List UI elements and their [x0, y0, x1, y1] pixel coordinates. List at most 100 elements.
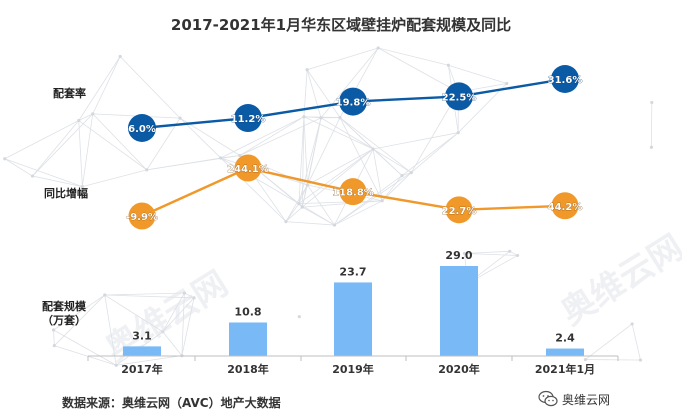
mesh-line [298, 148, 374, 204]
mesh-line [373, 132, 459, 150]
mesh-node [297, 202, 301, 206]
bar-series: 3.1 10.8 23.7 29.0 2.4 [123, 249, 584, 356]
mesh-node [305, 183, 309, 187]
bar [440, 266, 478, 356]
rate-series-point [445, 82, 473, 111]
mesh-line [4, 158, 33, 177]
mesh-line [401, 132, 459, 176]
mesh-node [118, 54, 122, 59]
bar-value-label: 3.1 [132, 329, 152, 342]
mesh-line [457, 83, 508, 133]
scale-row-label: 配套规模 （万套） [42, 300, 86, 328]
mesh-line [307, 47, 379, 71]
mesh-node [145, 168, 149, 172]
growth-series-point [445, 196, 473, 224]
growth-series-value-label: 118.8% [332, 188, 374, 199]
x-tick-label: 2018年 [227, 362, 269, 376]
mesh-node [508, 249, 512, 253]
mesh-node [114, 363, 118, 367]
chart-title: 2017-2021年1月华东区域壁挂炉配套规模及同比 [170, 16, 512, 34]
mesh-line [378, 47, 449, 66]
mesh-node [284, 220, 288, 224]
mesh-line [372, 148, 383, 201]
rate-series-value-label: 11.2% [231, 114, 266, 125]
mesh-node [161, 330, 165, 334]
rate-series-point [339, 87, 367, 116]
mesh-node [638, 358, 643, 362]
mesh-line [4, 158, 83, 187]
mesh-node [300, 205, 304, 209]
mesh-line [32, 120, 80, 177]
mesh-line [104, 294, 163, 333]
mesh-node [400, 173, 404, 178]
mesh-line [104, 294, 195, 299]
rate-series-point [128, 114, 156, 142]
growth-row-label: 同比增幅 [44, 187, 88, 200]
mesh-node [630, 322, 634, 326]
mesh-line [585, 323, 633, 360]
mesh-node [583, 357, 588, 362]
growth-series-value-label: 244.1% [227, 164, 269, 175]
mesh-line [401, 172, 412, 176]
mesh-line [32, 113, 94, 177]
mesh-node [462, 251, 467, 256]
growth-series-value-label: 44.2% [548, 202, 583, 213]
mesh-node [380, 199, 384, 203]
mesh-node [219, 156, 223, 160]
bar [334, 282, 372, 356]
mesh-node [305, 68, 309, 72]
x-tick-label: 2019年 [332, 362, 374, 376]
mesh-line [54, 345, 117, 366]
mesh-line [631, 323, 641, 361]
mesh-line [116, 355, 182, 366]
growth-series-value-label: -9.9% [126, 212, 158, 223]
mesh-line [381, 172, 412, 202]
rate-series-value-label: 19.8% [336, 98, 371, 109]
mesh-line [334, 200, 383, 226]
mesh-line [220, 157, 300, 204]
mesh-line [162, 297, 195, 333]
x-axis: 2017年 2018年 2019年 2020年 2021年1月 [87, 355, 619, 376]
x-tick-label: 2017年 [121, 362, 163, 376]
mesh-node [77, 118, 81, 123]
mesh-node [91, 112, 95, 116]
mesh-line [146, 157, 221, 171]
rate-series-point [551, 65, 579, 93]
growth-series-point [234, 154, 262, 182]
mesh-node [409, 170, 413, 175]
wechat-account-name: 奥维云网 [562, 392, 611, 407]
mesh-line [181, 297, 195, 356]
mesh-line [104, 294, 117, 366]
growth-series-value-label: 22.7% [442, 206, 477, 217]
mesh-nodes [3, 46, 654, 367]
bar-value-label: 10.8 [234, 305, 261, 318]
growth-series-point [339, 178, 367, 206]
mesh-line [32, 175, 83, 187]
growth-series-point [551, 192, 579, 220]
mesh-line [104, 292, 185, 296]
mesh-line [78, 120, 83, 187]
mesh-node [649, 145, 654, 149]
mesh-node [456, 131, 460, 135]
rate-series-value-label: 22.5% [442, 92, 477, 103]
mesh-line [146, 117, 181, 171]
mesh-line [303, 116, 322, 119]
rate-series: 6.0% 11.2% 19.8% 22.5% 31.6% [128, 65, 583, 142]
mesh-line [307, 148, 374, 186]
growth-series-point [128, 202, 156, 230]
bar-value-label: 2.4 [555, 332, 575, 345]
x-tick-label: 2021年1月 [535, 362, 595, 376]
x-tick-label: 2020年 [438, 362, 480, 376]
mesh-node [332, 223, 337, 227]
mesh-node [51, 328, 56, 332]
mesh-node [178, 116, 182, 120]
mesh-line [339, 117, 412, 173]
rate-series-value-label: 6.0% [128, 124, 156, 135]
mesh-lines [4, 47, 653, 366]
mesh-node [446, 63, 450, 67]
mesh-line [306, 69, 322, 119]
growth-series: -9.9% 244.1% 118.8% 22.7% 44.2% [126, 154, 583, 230]
